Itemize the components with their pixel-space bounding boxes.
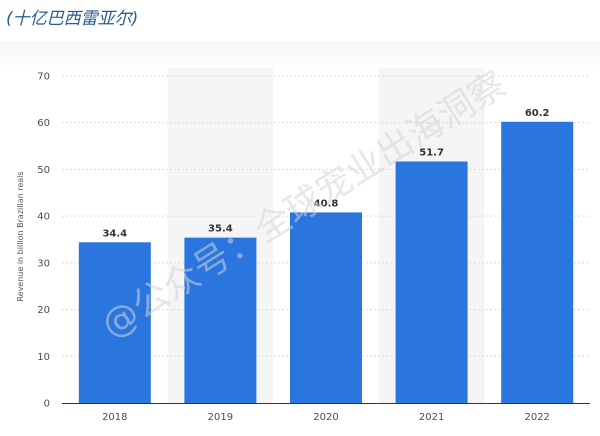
x-tick-label-2022: 2022 (524, 412, 549, 423)
page-title: (十亿巴西雷亚尔) (6, 9, 139, 29)
x-axis-ticks: 2018 2019 2020 2021 2022 (102, 412, 550, 423)
x-tick-label-2018: 2018 (102, 412, 127, 423)
bar-2021[interactable] (395, 161, 468, 403)
x-tick-label-2020: 2020 (313, 412, 338, 423)
y-tick-label-60: 60 (37, 118, 50, 129)
bar-value-label-2022: 60.2 (525, 108, 550, 119)
bar-2022[interactable] (501, 121, 574, 403)
y-tick-label-40: 40 (37, 212, 50, 223)
y-tick-label-50: 50 (37, 165, 50, 176)
y-tick-label-70: 70 (37, 72, 50, 83)
x-tick-label-2021: 2021 (419, 412, 444, 423)
bar-2018[interactable] (78, 242, 151, 403)
y-tick-label-0: 0 (44, 399, 50, 410)
bars (78, 121, 574, 403)
y-axis-ticks: 0 10 20 30 40 50 60 70 (37, 72, 50, 410)
bar-value-label-2019: 35.4 (208, 224, 233, 235)
x-tick-label-2019: 2019 (208, 412, 233, 423)
bar-2020[interactable] (290, 212, 362, 403)
y-axis-title: Revenue in billion Brazilian reals (16, 171, 25, 301)
bar-value-label-2020: 40.8 (314, 198, 339, 209)
y-tick-label-30: 30 (37, 258, 50, 269)
bar-value-label-2021: 51.7 (419, 147, 444, 158)
bar-2019[interactable] (184, 237, 257, 403)
y-tick-label-10: 10 (37, 352, 50, 363)
bar-value-label-2018: 34.4 (102, 228, 127, 239)
y-tick-label-20: 20 (37, 305, 50, 316)
bar-value-labels: 34.4 35.4 40.8 51.7 60.2 (102, 108, 549, 240)
